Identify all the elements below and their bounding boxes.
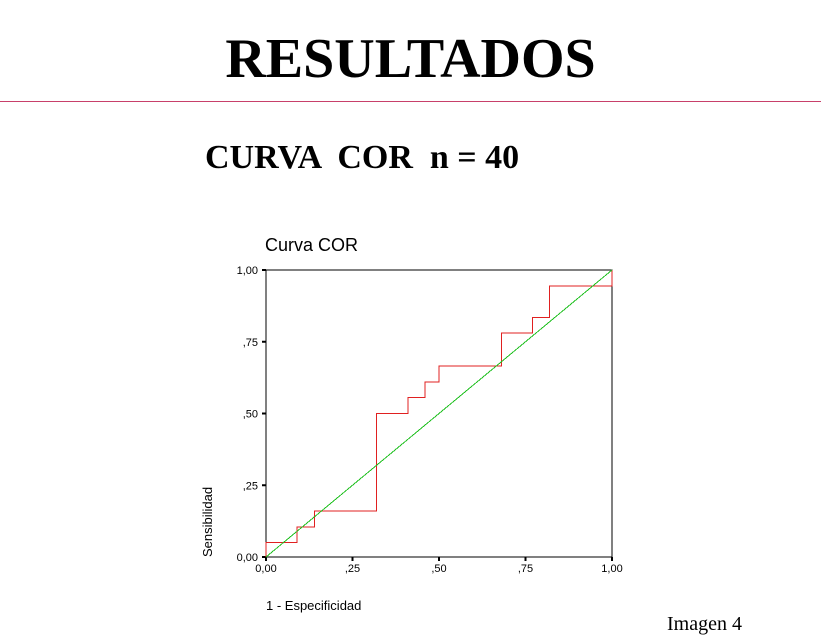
x-tick-label: ,75 — [518, 563, 533, 575]
x-tick-label: 0,00 — [255, 563, 276, 575]
y-tick-label: ,75 — [243, 337, 258, 349]
y-tick-label: 0,00 — [237, 552, 258, 564]
chart-title: Curva COR — [265, 235, 358, 255]
x-tick-label: ,50 — [431, 563, 446, 575]
y-tick-label: ,25 — [243, 480, 258, 492]
slide-title: RESULTADOS — [225, 28, 596, 90]
y-tick-label: ,50 — [243, 409, 258, 421]
y-tick-label: 1,00 — [237, 265, 258, 277]
y-axis-label: Sensibilidad — [200, 487, 215, 557]
roc-step-curve — [265, 270, 613, 557]
image-caption: Imagen 4 — [667, 613, 742, 635]
x-tick-label: ,25 — [345, 563, 360, 575]
x-tick-label: 1,00 — [601, 563, 622, 575]
title-divider — [0, 101, 821, 102]
plot-area: 0,00 ,25 ,50 ,75 1,00 0,00 ,25 ,50 ,75 1,00 — [237, 265, 623, 575]
slide-subtitle: CURVA COR n = 40 — [205, 139, 520, 176]
reference-diagonal-line — [265, 269, 613, 558]
x-axis-label: 1 - Especificidad — [266, 598, 361, 613]
